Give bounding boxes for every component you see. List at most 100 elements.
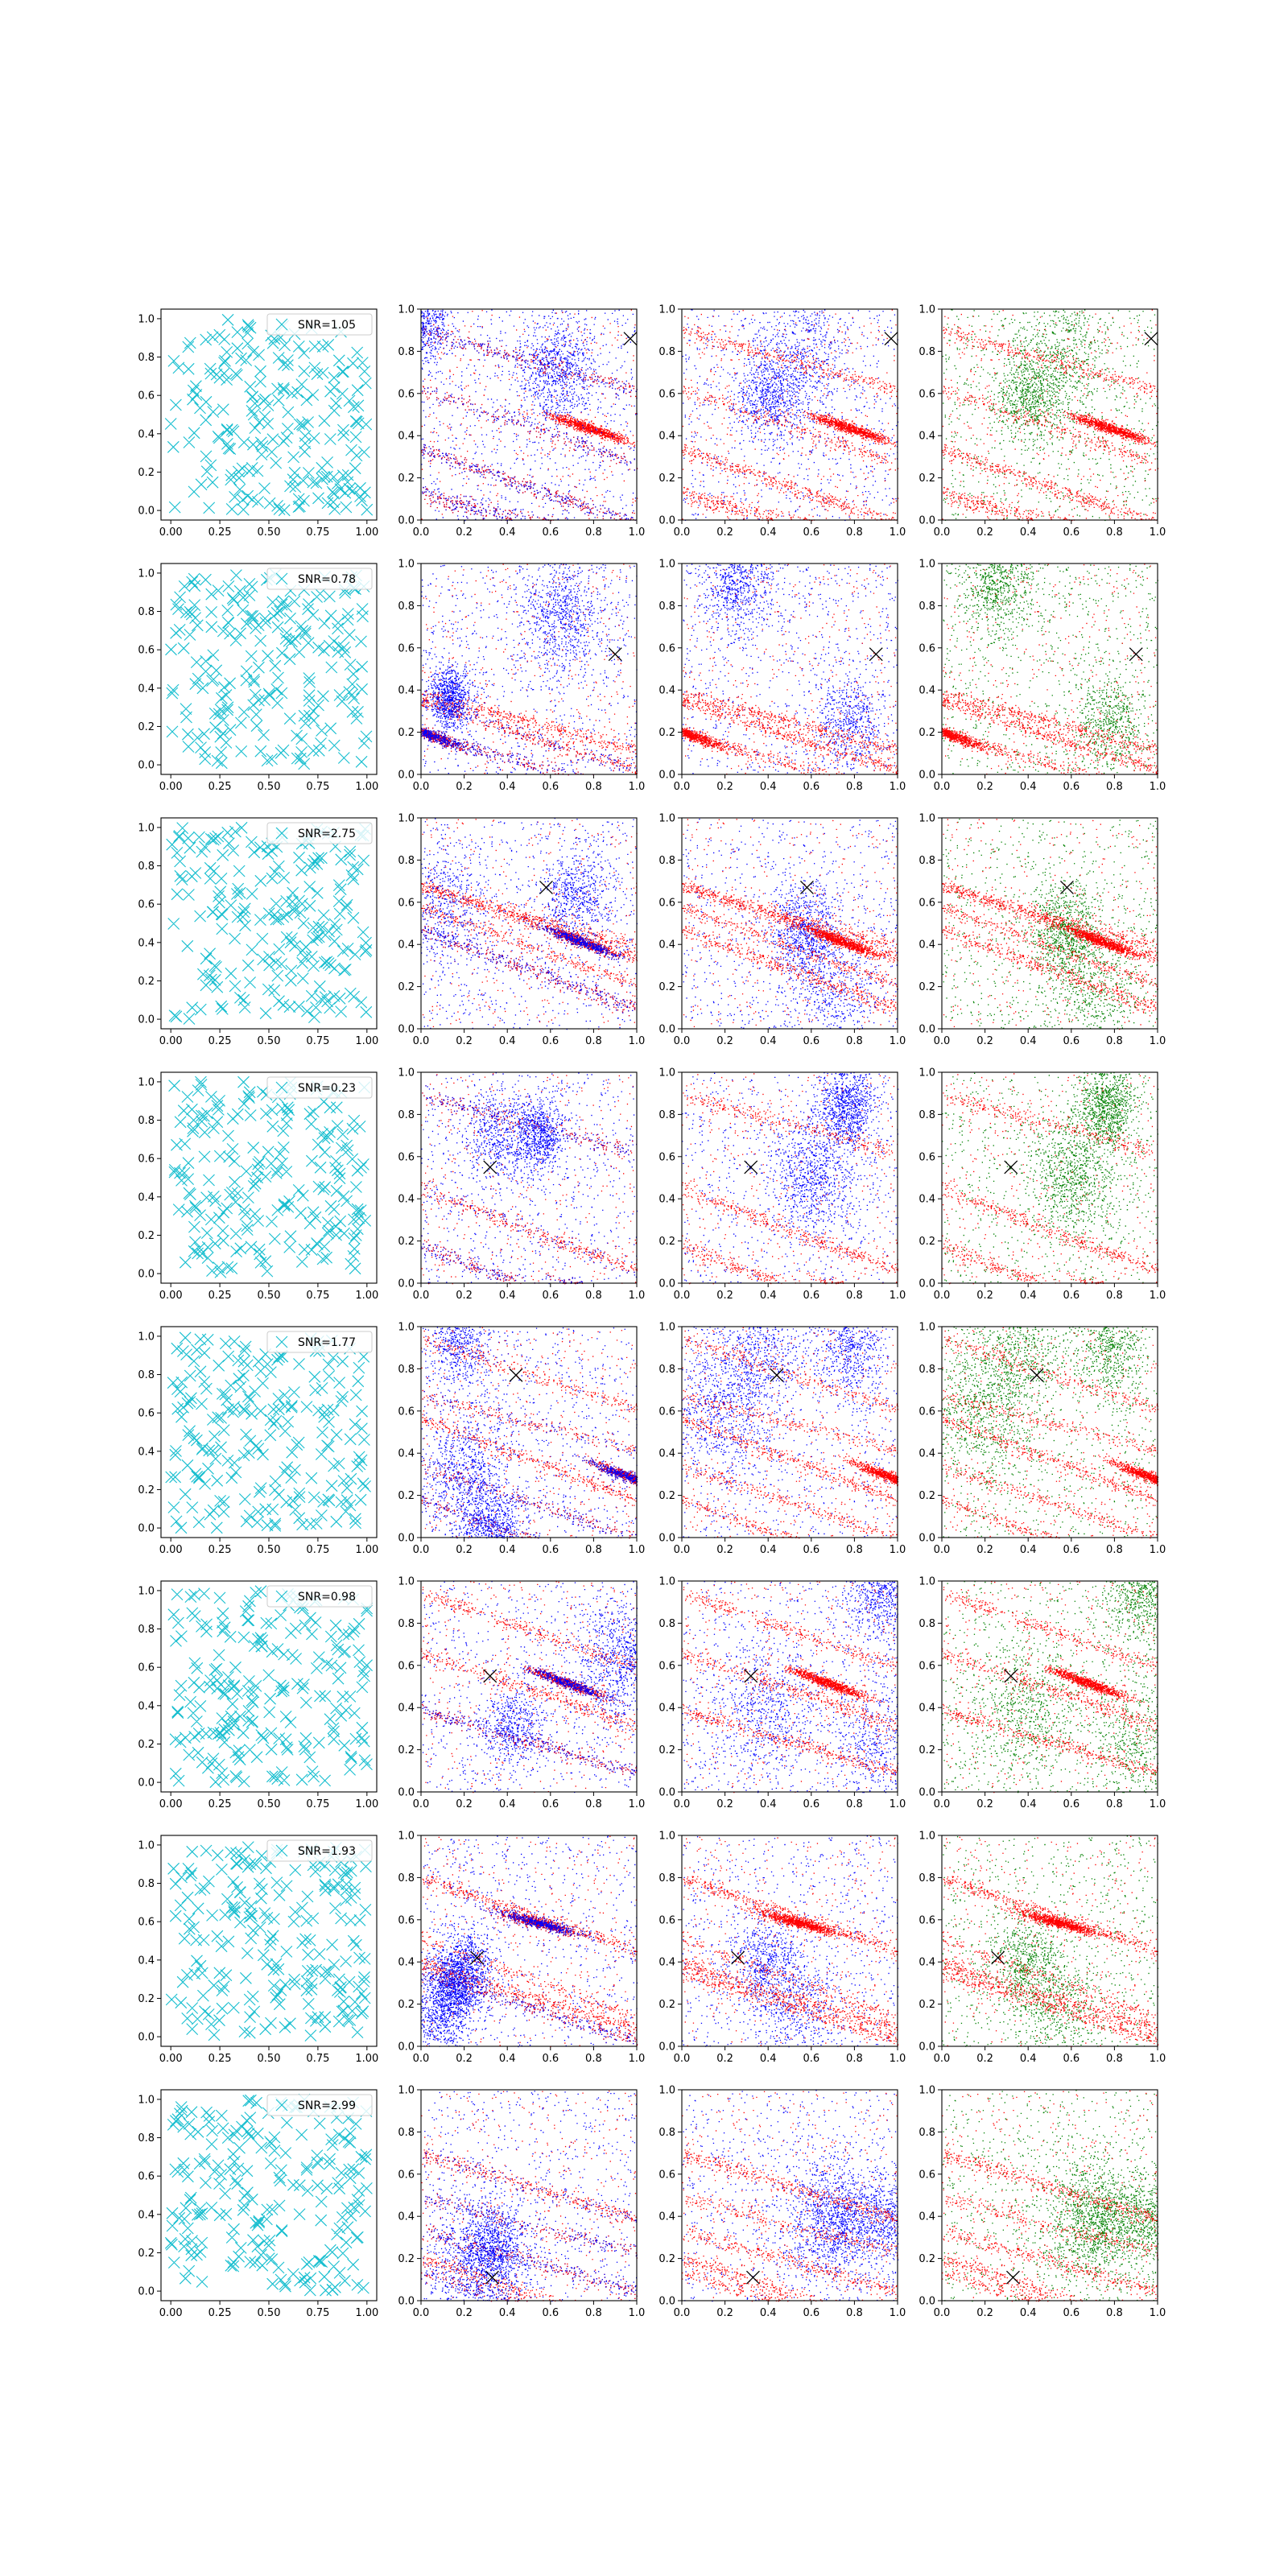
panel-scatter-ytick-label: 0.2 xyxy=(919,727,935,739)
panel-scatter-xtick-label: 0.2 xyxy=(716,1798,733,1810)
panel-cross-ytick-label: 0.8 xyxy=(138,1624,155,1636)
panel-scatter-xtick-label: 0.4 xyxy=(760,1798,777,1810)
panel-scatter-ytick-label: 1.0 xyxy=(919,1322,935,1334)
panel-cross-ytick-label: 0.4 xyxy=(138,1191,155,1203)
panel-scatter-ytick-label: 0.8 xyxy=(919,346,935,358)
panel-cross-xtick-label: 0.25 xyxy=(208,1544,232,1556)
panel-scatter-row-6-col-3: 0.0 0.2 0.4 0.6 0.8 1.0 0.0 0.2 0.4 0.6 0.8 1.0 xyxy=(919,1831,1166,2066)
panel-cross-row-3: 0.00 0.25 0.50 0.75 1.00 0.0 0.2 0.4 0.6 0.8 1.0 SN… xyxy=(138,1071,378,1302)
panel-scatter-ytick-label: 0.6 xyxy=(658,642,675,654)
panel-scatter-ytick-label: 0.2 xyxy=(398,1744,415,1757)
panel-cross-ytick-label: 0.2 xyxy=(138,721,155,733)
panel-scatter-xtick-label: 0.6 xyxy=(542,2307,559,2319)
panel-scatter-xtick-label: 0.8 xyxy=(846,1290,863,1302)
panel-scatter-frame xyxy=(941,1580,1158,1793)
panel-scatter-xtick-label: 0.4 xyxy=(499,1035,516,1047)
panel-cross-xtick-label: 0.75 xyxy=(306,1290,329,1302)
cross-markers xyxy=(164,313,374,517)
panel-scatter-row-4-col-2: 0.0 0.2 0.4 0.6 0.8 1.0 0.0 0.2 0.4 0.6 0.8 1.0 xyxy=(658,1322,906,1557)
panel-cross-ytick-label: 0.8 xyxy=(138,352,155,364)
panel-scatter-ytick-label: 0.2 xyxy=(919,1490,935,1502)
panel-scatter-ytick-label: 1.0 xyxy=(658,1322,675,1334)
panel-scatter-xtick-label: 0.8 xyxy=(585,1544,602,1556)
panel-scatter-row-5-col-3: 0.0 0.2 0.4 0.6 0.8 1.0 0.0 0.2 0.4 0.6 0.8 1.0 xyxy=(919,1576,1166,1811)
panel-scatter-ytick-label: 0.8 xyxy=(398,601,415,613)
panel-scatter-row-2-col-2: 0.0 0.2 0.4 0.6 0.8 1.0 0.0 0.2 0.4 0.6 0.8 1.0 xyxy=(658,813,906,1048)
panel-scatter-ytick-label: 0.4 xyxy=(919,1194,935,1206)
panel-scatter-xtick-label: 0.4 xyxy=(760,526,777,539)
panel-scatter-ytick-label: 0.0 xyxy=(919,515,935,527)
panel-cross-frame xyxy=(160,563,378,775)
panel-cross-xtick-label: 0.25 xyxy=(208,1798,232,1810)
panel-scatter-ytick-label: 0.2 xyxy=(398,2253,415,2265)
panel-scatter-xtick-label: 0.2 xyxy=(716,1544,733,1556)
panel-scatter-xtick-label: 0.6 xyxy=(542,526,559,539)
panel-cross-frame xyxy=(160,1580,378,1793)
panel-scatter-xtick-label: 0.2 xyxy=(456,2053,473,2065)
legend-label: SNR=0.23 xyxy=(298,1082,356,1095)
panel-cross-ytick-label: 0.0 xyxy=(138,2286,155,2298)
panel-cross-xtick-label: 0.00 xyxy=(159,781,183,793)
panel-scatter-row-7-col-2: 0.0 0.2 0.4 0.6 0.8 1.0 0.0 0.2 0.4 0.6 0.8 1.0 xyxy=(658,2085,906,2320)
panel-scatter-ytick-label: 0.8 xyxy=(398,346,415,358)
panel-cross-ytick-label: 0.8 xyxy=(138,861,155,873)
target-marker-x xyxy=(1004,1669,1018,1683)
panel-scatter-ytick-label: 0.4 xyxy=(919,685,935,697)
panel-scatter-xtick-label: 0.0 xyxy=(413,526,430,539)
panel-scatter-frame xyxy=(941,817,1158,1030)
panel-scatter-ytick-label: 0.0 xyxy=(919,770,935,782)
panel-scatter-ytick-label: 0.6 xyxy=(658,1914,675,1926)
dots-red xyxy=(682,819,898,1030)
panel-scatter-xtick-label: 0.6 xyxy=(542,1035,559,1047)
panel-cross-ytick-label: 1.0 xyxy=(138,1585,155,1597)
legend-cross-icon xyxy=(275,827,288,840)
panel-scatter-ytick-label: 0.6 xyxy=(919,1406,935,1418)
panel-scatter-xtick-label: 0.0 xyxy=(934,1035,951,1047)
panel-scatter-ytick-label: 1.0 xyxy=(658,1067,675,1080)
panel-scatter-ytick-label: 0.6 xyxy=(398,388,415,400)
panel-cross-xtick-label: 0.50 xyxy=(258,526,281,539)
legend: SNR=1.05 xyxy=(266,313,373,336)
target-marker-x xyxy=(485,2270,499,2285)
panel-scatter-ytick-label: 0.0 xyxy=(658,1787,675,1799)
panel-scatter-ytick-label: 0.2 xyxy=(919,1236,935,1248)
panel-scatter-frame xyxy=(420,1580,638,1793)
panel-scatter-xtick-label: 0.6 xyxy=(542,1290,559,1302)
dots-blue xyxy=(421,1327,638,1539)
panel-cross-ytick-label: 0.0 xyxy=(138,1523,155,1535)
target-marker-x xyxy=(608,647,622,662)
panel-scatter-xtick-label: 0.6 xyxy=(1063,526,1080,539)
panel-scatter-ytick-label: 0.6 xyxy=(919,1151,935,1163)
panel-scatter-frame xyxy=(941,563,1158,775)
dots-red xyxy=(421,1073,638,1285)
panel-scatter-ytick-label: 1.0 xyxy=(398,304,415,316)
panel-scatter-xtick-label: 0.0 xyxy=(413,2307,430,2319)
panel-cross-ytick-label: 0.8 xyxy=(138,1878,155,1890)
panel-scatter-ytick-label: 0.4 xyxy=(398,685,415,697)
panel-scatter-ytick-label: 0.2 xyxy=(398,1490,415,1502)
panel-scatter-xtick-label: 0.4 xyxy=(499,526,516,539)
panel-scatter-ytick-label: 0.6 xyxy=(919,1914,935,1926)
panel-cross-ytick-label: 1.0 xyxy=(138,822,155,834)
target-marker-x xyxy=(509,1368,523,1382)
target-marker-x xyxy=(884,332,898,346)
legend: SNR=1.77 xyxy=(266,1331,373,1353)
panel-scatter-xtick-label: 0.2 xyxy=(456,1290,473,1302)
panel-scatter-ytick-label: 0.8 xyxy=(398,855,415,867)
legend-cross-icon xyxy=(275,572,288,585)
panel-scatter-ytick-label: 1.0 xyxy=(398,1067,415,1080)
panel-scatter-frame xyxy=(941,1326,1158,1538)
panel-scatter-xtick-label: 1.0 xyxy=(890,1798,906,1810)
panel-scatter-xtick-label: 0.8 xyxy=(1106,526,1123,539)
dots-green xyxy=(942,1835,1159,2048)
panel-cross-ytick-label: 0.0 xyxy=(138,506,155,518)
panel-scatter-xtick-label: 0.2 xyxy=(976,526,993,539)
panel-scatter-xtick-label: 0.6 xyxy=(803,2053,819,2065)
panel-scatter-ytick-label: 1.0 xyxy=(919,2085,935,2097)
panel-scatter-xtick-label: 1.0 xyxy=(890,1035,906,1047)
figure-row-6: 0.00 0.25 0.50 0.75 1.00 0.0 0.2 0.4 0.6 0.8 1.0 SN… xyxy=(138,1831,1166,2066)
legend-box xyxy=(266,313,373,336)
panel-scatter-xtick-label: 0.6 xyxy=(542,1798,559,1810)
panel-scatter-ytick-label: 0.4 xyxy=(658,1448,675,1460)
panel-scatter-ytick-label: 0.0 xyxy=(398,1024,415,1036)
